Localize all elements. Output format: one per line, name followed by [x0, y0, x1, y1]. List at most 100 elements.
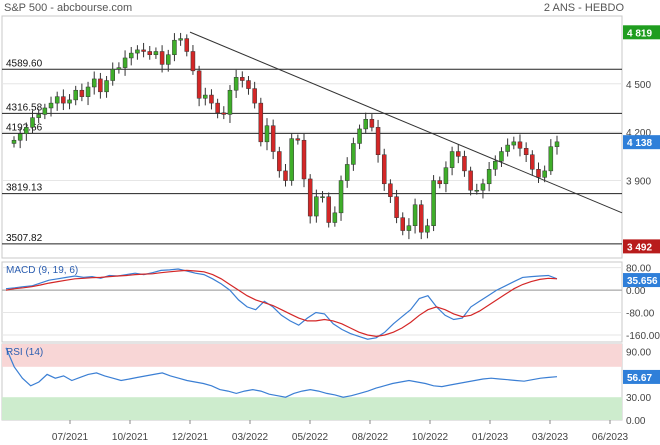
candle-body	[264, 125, 270, 143]
x-tick-label: 03/2022	[232, 432, 269, 443]
candle-body	[91, 78, 97, 88]
candle-body	[54, 96, 60, 104]
candle-body	[456, 151, 461, 157]
candle-body	[320, 196, 325, 198]
candle-body	[314, 196, 319, 217]
macd-line	[5, 268, 558, 340]
rsi-badge-text: 56.67	[627, 373, 652, 384]
candle-body	[462, 156, 467, 172]
y-tick-label: 0.00	[626, 286, 646, 297]
candle-body	[61, 96, 66, 104]
x-tick-label: 10/2022	[412, 432, 449, 443]
candle-body	[530, 154, 535, 170]
y-tick-label: 30.00	[626, 393, 651, 404]
candle-body	[30, 117, 35, 128]
candle-body	[85, 86, 91, 97]
candle-body	[381, 154, 387, 185]
y-tick-label: 0.00	[626, 416, 646, 427]
candle-body	[147, 51, 152, 55]
candle-body	[437, 180, 443, 185]
high-badge-text: 4 819	[627, 28, 652, 39]
x-tick-label: 05/2022	[292, 432, 329, 443]
candle-body	[36, 114, 41, 118]
level-label: 3819.13	[6, 183, 43, 194]
candle-body	[48, 102, 54, 109]
candle-body	[406, 225, 412, 231]
candle-body	[11, 139, 17, 144]
high-badge	[623, 25, 660, 40]
candle-body	[79, 89, 85, 97]
candle-body	[277, 151, 282, 172]
candle-body	[375, 127, 381, 155]
rsi-title: RSI (14)	[6, 347, 43, 358]
candle-body	[215, 102, 220, 114]
candle-body	[196, 70, 202, 99]
candle-body	[425, 225, 430, 233]
candle-body	[486, 169, 492, 185]
candle-body	[289, 138, 294, 181]
candle-body	[227, 89, 233, 115]
rsi-overbought-zone	[2, 344, 622, 367]
candle-body	[511, 141, 517, 146]
macd-badge-text: 35.656	[627, 276, 658, 287]
y-tick-label: 80.00	[626, 264, 651, 275]
candle-body	[209, 94, 214, 104]
candle-body	[153, 51, 159, 55]
x-tick-label: 07/2021	[52, 432, 89, 443]
candle-body	[178, 38, 183, 41]
candle-body	[172, 39, 177, 55]
candle-body	[184, 38, 190, 52]
candle-body	[523, 148, 529, 155]
candle-body	[542, 170, 547, 178]
low-badge-text: 3 492	[627, 242, 652, 253]
last-price-badge-text: 4 138	[627, 138, 652, 149]
candle-body	[351, 143, 356, 165]
y-tick-label: -160.00	[626, 331, 660, 342]
candle-body	[480, 183, 486, 191]
candle-body	[203, 94, 208, 99]
candle-body	[141, 49, 146, 52]
candle-body	[505, 144, 510, 152]
candle-body	[159, 51, 165, 65]
candle-body	[252, 88, 257, 104]
candle-body	[388, 183, 393, 197]
macd-title: MACD (9, 19, 6)	[6, 265, 78, 276]
candle-body	[474, 189, 480, 192]
last-price-badge	[623, 135, 660, 150]
candle-body	[363, 119, 368, 130]
candle-body	[246, 80, 251, 89]
candle-body	[104, 80, 109, 93]
candle-body	[258, 102, 264, 143]
x-tick-label: 03/2023	[532, 432, 569, 443]
candle-body	[369, 119, 375, 128]
level-label: 4589.60	[6, 58, 43, 69]
candle-body	[493, 160, 498, 170]
candle-body	[24, 127, 29, 135]
panel-frame	[1, 261, 623, 343]
candle-body	[116, 67, 122, 70]
candle-body	[240, 77, 245, 81]
candle-body	[338, 180, 344, 214]
candle-body	[419, 204, 424, 233]
candle-body	[400, 217, 405, 231]
candle-body	[221, 112, 227, 115]
candle-body	[283, 170, 288, 181]
candle-body	[98, 78, 103, 93]
x-tick-label: 12/2021	[172, 432, 209, 443]
level-label: 3507.82	[6, 233, 43, 244]
candle-body	[554, 141, 560, 147]
candle-body	[190, 51, 196, 72]
x-tick-label: 01/2023	[472, 432, 509, 443]
x-tick-label: 06/2023	[592, 432, 629, 443]
candle-body	[42, 107, 48, 115]
candle-body	[332, 212, 338, 223]
candle-body	[301, 139, 307, 180]
candle-body	[166, 54, 171, 65]
candle-body	[135, 49, 140, 54]
candle-body	[67, 99, 72, 104]
candle-body	[517, 141, 523, 149]
signal-line	[5, 269, 558, 338]
candle-body	[326, 196, 331, 223]
rsi-oversold-zone	[2, 397, 622, 420]
